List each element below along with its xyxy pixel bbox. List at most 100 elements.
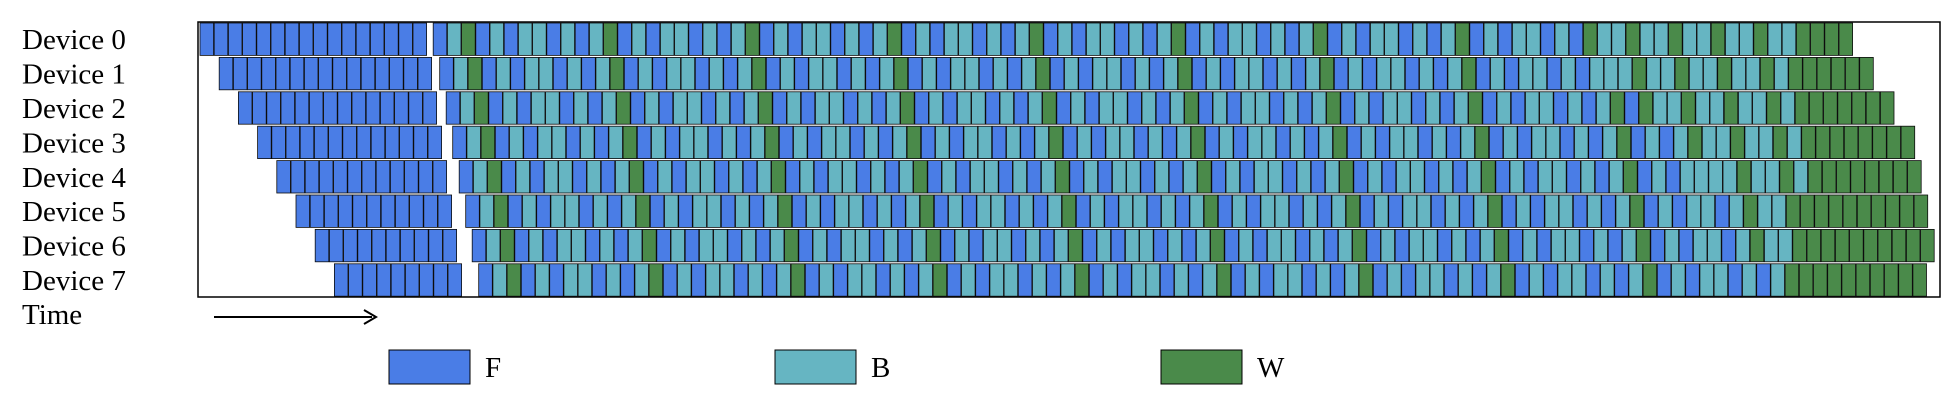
block-b-d2-61	[1113, 91, 1128, 125]
block-f-d6-33	[798, 228, 813, 263]
block-b-d6-102	[1778, 228, 1793, 263]
block-f-d0-11	[355, 22, 371, 56]
block-w-d4-108	[1822, 160, 1837, 194]
block-f-d7-8	[447, 263, 463, 297]
block-f-d3-86	[1488, 125, 1504, 159]
block-w-d6-112	[1920, 228, 1935, 263]
block-b-d6-26	[699, 228, 714, 263]
block-b-d5-68	[1274, 194, 1290, 228]
block-w-d4-105	[1779, 160, 1794, 194]
block-b-d1-76	[1305, 57, 1320, 91]
block-f-d0-71	[1213, 22, 1229, 56]
block-b-d5-98	[1700, 194, 1716, 228]
block-f-d0-76	[1284, 22, 1300, 56]
block-f-d2-9	[365, 91, 381, 125]
block-w-d3-111	[1843, 125, 1859, 159]
block-b-d7-76	[1429, 263, 1445, 297]
block-w-d4-110	[1850, 160, 1865, 194]
block-b-d0-67	[1157, 22, 1172, 56]
block-f-d7-12	[520, 263, 536, 297]
block-w-d7-103	[1813, 263, 1828, 297]
block-b-d4-39	[842, 160, 857, 194]
block-b-d1-44	[851, 57, 866, 91]
block-w-d7-104	[1827, 263, 1842, 297]
block-f-d4-80	[1424, 160, 1439, 194]
timeline	[199, 22, 1935, 297]
block-f-d4-50	[998, 160, 1013, 194]
block-b-d2-91	[1539, 91, 1554, 125]
block-f-d0-34	[688, 22, 703, 56]
block-f-d4-15	[501, 160, 516, 194]
block-f-d0-51	[929, 22, 945, 56]
block-b-d5-70	[1303, 194, 1318, 228]
block-b-d3-104	[1744, 125, 1759, 159]
block-b-d2-58	[1070, 91, 1086, 125]
block-b-d1-49	[922, 57, 937, 91]
block-b-d6-74	[1380, 228, 1396, 263]
block-b-d6-39	[883, 228, 899, 263]
block-b-d4-98	[1680, 160, 1695, 194]
block-w-d7-71	[1358, 263, 1374, 297]
block-f-d6-55	[1110, 228, 1126, 263]
block-b-d0-108	[1739, 22, 1754, 56]
block-b-d5-32	[763, 194, 778, 228]
block-f-d2-94	[1581, 91, 1597, 125]
block-f-d1-58	[1049, 57, 1065, 91]
block-f-d2-74	[1297, 91, 1313, 125]
block-w-d6-32	[784, 228, 799, 263]
block-b-d0-83	[1384, 22, 1399, 56]
block-w-d4-54	[1055, 160, 1070, 194]
block-b-d4-83	[1467, 160, 1482, 194]
block-b-d1-98	[1617, 57, 1633, 91]
block-w-d7-101	[1784, 263, 1800, 297]
block-b-d2-53	[999, 91, 1015, 125]
block-b-d2-60	[1099, 91, 1114, 125]
block-f-d2-42	[843, 91, 858, 125]
block-f-d0-49	[901, 22, 916, 56]
block-b-d0-53	[958, 22, 973, 56]
block-f-d3-56	[1062, 125, 1078, 159]
block-b-d6-64	[1238, 228, 1254, 263]
block-b-d5-87	[1544, 194, 1559, 228]
block-b-d4-38	[828, 160, 843, 194]
block-b-d1-109	[1774, 57, 1789, 91]
block-w-d6-22	[642, 228, 657, 263]
block-b-d3-97	[1645, 125, 1660, 159]
block-f-d7-49	[1046, 263, 1061, 297]
block-f-d2-0	[237, 91, 253, 125]
block-w-d1-113	[1830, 57, 1846, 91]
block-b-d4-86	[1509, 160, 1525, 194]
block-f-d6-4	[371, 228, 387, 263]
block-f-d7-9	[478, 263, 493, 297]
block-f-d2-6	[323, 91, 338, 125]
block-b-d5-78	[1416, 194, 1432, 228]
block-w-d1-102	[1674, 57, 1690, 91]
block-w-d4-112	[1878, 160, 1894, 194]
block-b-d0-35	[702, 22, 718, 56]
block-f-d5-34	[791, 194, 807, 228]
block-w-d1-110	[1788, 57, 1803, 91]
block-f-d6-83	[1508, 228, 1523, 263]
block-b-d7-38	[890, 263, 905, 297]
block-b-d7-90	[1628, 263, 1643, 297]
block-f-d6-95	[1678, 228, 1694, 263]
block-w-d7-61	[1216, 263, 1232, 297]
block-f-d0-89	[1469, 22, 1484, 56]
block-f-d2-52	[985, 91, 1000, 125]
block-w-d0-78	[1313, 22, 1328, 56]
block-f-d7-1	[348, 263, 363, 297]
block-f-d2-22	[559, 91, 574, 125]
block-f-d3-83	[1446, 125, 1461, 159]
block-f-d5-2	[323, 194, 339, 228]
block-b-d3-44	[892, 125, 907, 159]
block-f-d6-2	[343, 228, 358, 263]
block-f-d6-5	[385, 228, 401, 263]
block-w-d7-11	[506, 263, 522, 297]
block-b-d6-51	[1054, 228, 1069, 263]
block-f-d7-79	[1472, 263, 1487, 297]
block-f-d4-52	[1026, 160, 1042, 194]
block-b-d7-28	[748, 263, 763, 297]
block-b-d3-94	[1602, 125, 1617, 159]
block-w-d2-36	[758, 91, 773, 125]
block-b-d2-78	[1354, 91, 1370, 125]
